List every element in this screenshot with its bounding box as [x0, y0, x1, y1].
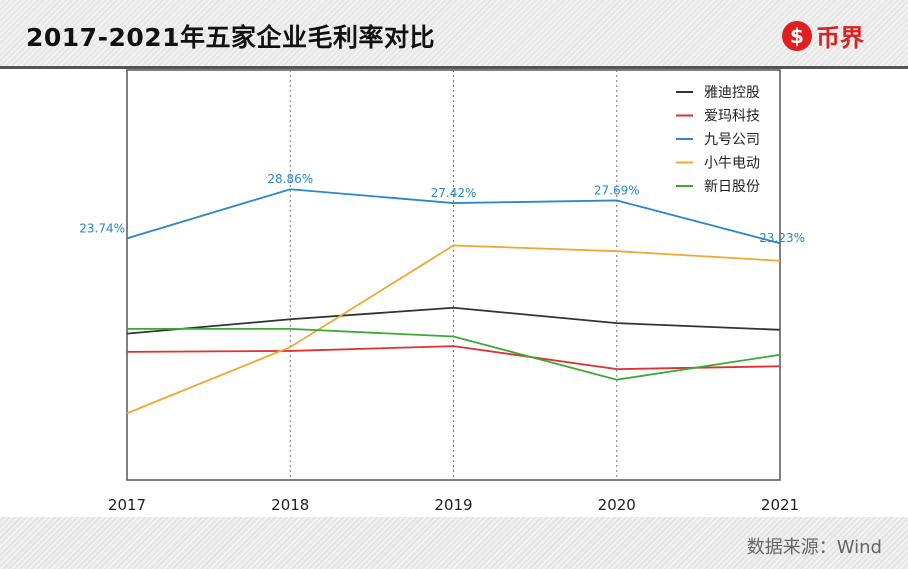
page-title: 2017-2021年五家企业毛利率对比 — [26, 23, 436, 52]
data-label: 27.42% — [431, 186, 477, 200]
series-line-1 — [126, 306, 781, 335]
series-line-3 — [126, 188, 781, 245]
x-tick-label: 2018 — [271, 496, 309, 514]
series-line-2 — [126, 345, 781, 371]
legend-label: 雅迪控股 — [704, 85, 760, 101]
legend-label: 新日股份 — [704, 179, 760, 195]
footer: 数据来源：Wind — [0, 517, 908, 569]
data-label: 23.74% — [79, 221, 125, 235]
data-label: 27.69% — [594, 183, 640, 197]
series-line-5 — [127, 327, 781, 381]
data-source: 数据来源：Wind — [746, 537, 882, 558]
legend-label: 九号公司 — [704, 132, 760, 148]
legend-label: 爱玛科技 — [704, 109, 760, 125]
x-tick-label: 2019 — [434, 496, 472, 514]
x-tick-label: 2021 — [761, 496, 799, 514]
data-label: 23.23% — [759, 231, 805, 245]
header: 2017-2021年五家企业毛利率对比 $ 币界 — [0, 0, 908, 69]
logo-text: 币界 — [816, 24, 864, 52]
logo: $ 币界 — [782, 18, 864, 53]
logo-dollar-icon: $ — [782, 20, 812, 51]
x-tick-label: 2017 — [108, 496, 146, 514]
series-line-4 — [126, 244, 781, 415]
x-tick-label: 2020 — [598, 496, 636, 514]
legend-label: 小牛电动 — [704, 156, 760, 172]
data-label: 28.86% — [267, 172, 313, 186]
